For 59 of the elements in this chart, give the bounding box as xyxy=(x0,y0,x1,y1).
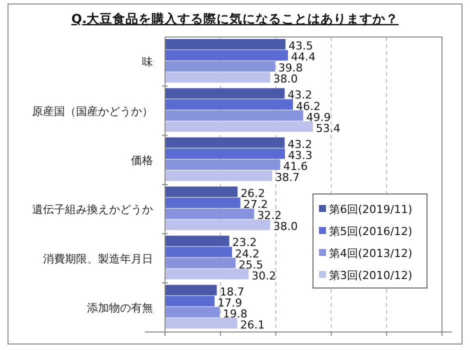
bar xyxy=(165,296,215,306)
y-tick-label: 原産国（国産かどうか） xyxy=(32,104,153,118)
y-tick-label: 味 xyxy=(142,56,153,69)
bar xyxy=(165,121,313,132)
bar xyxy=(165,137,285,148)
bar xyxy=(165,110,304,121)
data-label: 38.0 xyxy=(273,72,298,86)
data-label: 53.4 xyxy=(316,122,340,135)
data-label: 49.9 xyxy=(306,110,331,124)
data-label: 25.5 xyxy=(238,258,264,272)
bar xyxy=(165,268,249,280)
bar xyxy=(165,284,217,296)
bar xyxy=(165,72,270,83)
data-label: 44.4 xyxy=(290,50,316,64)
data-label: 38.7 xyxy=(275,171,300,184)
y-tick-label: 消費期限、製造年月日 xyxy=(43,252,153,266)
chart-title: Q.大豆食品を購入する際に気になることはありますか？ xyxy=(71,11,399,26)
bar xyxy=(165,318,238,328)
bar xyxy=(165,50,288,61)
data-label: 19.8 xyxy=(222,307,248,320)
data-label: 43.2 xyxy=(288,88,312,102)
bar xyxy=(165,61,276,72)
y-tick-label: 添加物の有無 xyxy=(87,301,153,314)
y-tick-label: 価格 xyxy=(131,154,153,167)
bar xyxy=(165,88,285,99)
data-label: 18.7 xyxy=(220,285,244,298)
data-label: 26.2 xyxy=(240,187,266,200)
data-label: 27.2 xyxy=(243,198,268,212)
y-tick-label: 遺伝子組み換えかどうか xyxy=(32,203,153,216)
data-label: 46.2 xyxy=(296,100,320,113)
bar xyxy=(165,246,232,258)
data-label: 38.0 xyxy=(273,220,298,234)
data-label: 41.6 xyxy=(283,160,308,173)
bar xyxy=(165,148,285,159)
data-label: 24.2 xyxy=(235,247,260,260)
data-label: 32.2 xyxy=(257,209,282,222)
bar xyxy=(165,306,220,318)
data-label: 17.9 xyxy=(218,296,242,310)
data-label: 30.2 xyxy=(252,269,276,282)
legend-label: 第6回(2019/11) xyxy=(329,203,412,216)
legend-label: 第3回(2010/12) xyxy=(329,269,412,282)
bar xyxy=(165,198,240,208)
data-label: 43.3 xyxy=(288,148,312,162)
bar xyxy=(165,258,236,268)
bar xyxy=(165,170,272,181)
bar xyxy=(165,159,280,170)
data-label: 23.2 xyxy=(232,236,257,250)
data-label: 26.1 xyxy=(240,318,265,332)
bar xyxy=(165,236,230,246)
bar xyxy=(165,99,293,110)
bar xyxy=(165,208,254,220)
bar xyxy=(165,220,270,230)
bar xyxy=(165,186,238,198)
bar xyxy=(165,39,286,50)
data-label: 39.8 xyxy=(278,62,303,75)
data-label: 43.5 xyxy=(288,40,313,53)
legend-label: 第4回(2013/12) xyxy=(329,247,412,260)
legend-label: 第5回(2016/12) xyxy=(329,225,412,238)
data-label: 43.2 xyxy=(288,138,312,151)
